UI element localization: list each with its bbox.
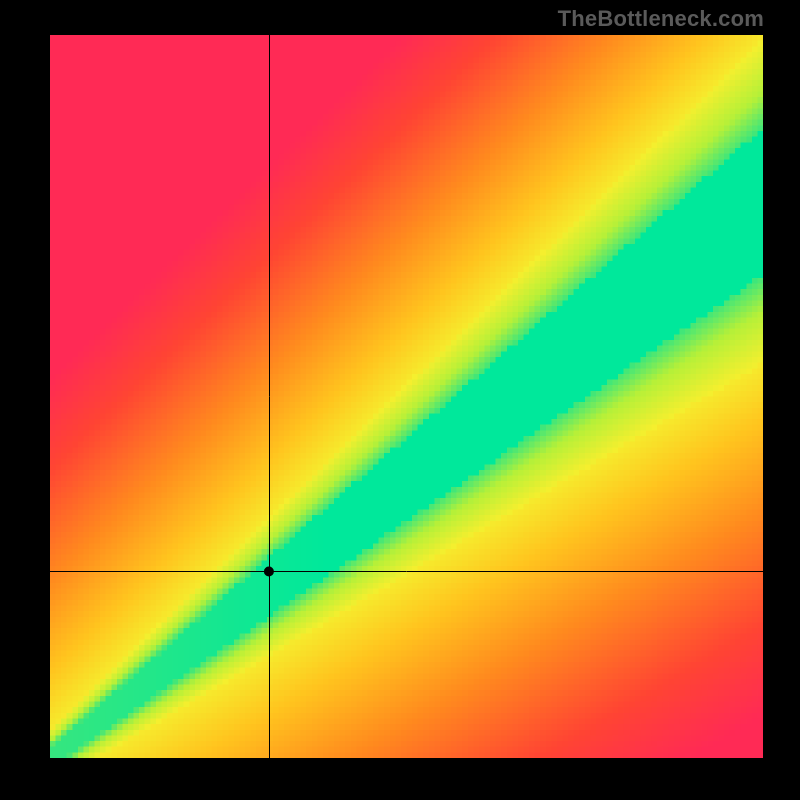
crosshair-overlay	[50, 35, 763, 758]
watermark-text: TheBottleneck.com	[558, 6, 764, 32]
chart-frame	[32, 30, 770, 768]
chart-container: TheBottleneck.com	[0, 0, 800, 800]
